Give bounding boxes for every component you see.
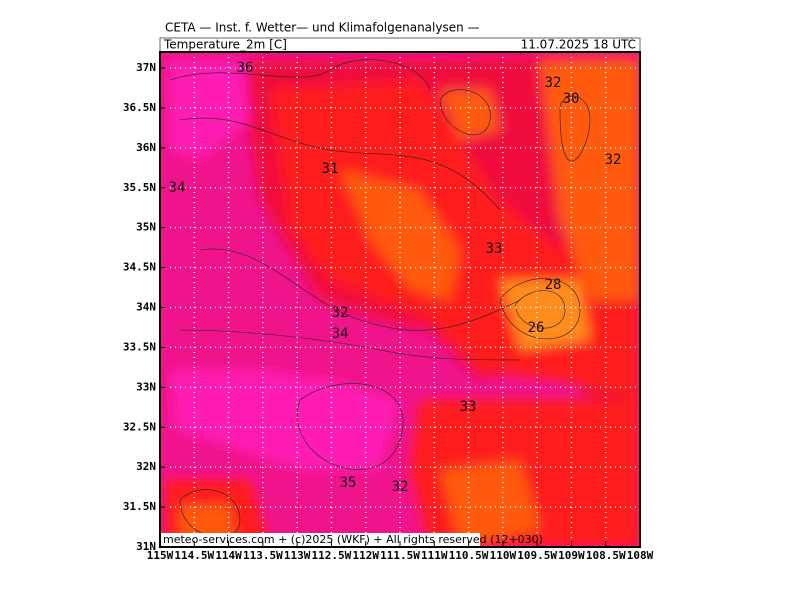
- contour-label: 34: [169, 180, 186, 196]
- contour-label: 34: [332, 326, 349, 342]
- contour-label: 32: [605, 152, 622, 168]
- contour-label: 31: [322, 161, 339, 177]
- lat-label: 35N: [136, 221, 156, 234]
- lon-label: 112.5W: [312, 549, 352, 562]
- lon-label: 115W: [147, 549, 174, 562]
- lat-label: 32.5N: [123, 420, 156, 433]
- lat-label: 31.5N: [123, 500, 156, 513]
- lat-label: 34N: [136, 301, 156, 314]
- contour-label: 32: [392, 479, 409, 495]
- contour-label: 32: [545, 75, 562, 91]
- lat-label: 37N: [136, 61, 156, 74]
- lon-label: 108W: [627, 549, 654, 562]
- lon-label: 113W: [284, 549, 311, 562]
- footer: meteo-services.com + (c)2025 (WKF) + All…: [163, 533, 543, 546]
- lat-label: 35.5N: [123, 181, 156, 194]
- lat-label: 34.5N: [123, 261, 156, 274]
- lon-label: 110.5W: [449, 549, 489, 562]
- contour-label: 36: [237, 60, 254, 76]
- contour-label: 35: [340, 475, 357, 491]
- contour-label: 33: [460, 399, 477, 415]
- lon-label: 112W: [352, 549, 379, 562]
- ticks: 31N 31.5N 32N 32.5N 33N 33.5N 34N 34.5N 35N 35.5N…: [123, 61, 654, 562]
- lon-label: 114W: [215, 549, 242, 562]
- grid: [160, 52, 640, 547]
- lat-label: 31N: [136, 540, 156, 553]
- lon-label: 114.5W: [174, 549, 214, 562]
- contour-label: 28: [545, 277, 562, 293]
- field-name: Temperature_2m [C]: [163, 38, 287, 52]
- date: 11.07.2025 18 UTC: [521, 38, 636, 52]
- lon-label: 110W: [490, 549, 517, 562]
- contour-label: 26: [528, 320, 545, 336]
- lat-label: 36N: [136, 141, 156, 154]
- lon-label: 111W: [421, 549, 448, 562]
- lat-label: 36.5N: [123, 101, 156, 114]
- lat-label: 33N: [136, 380, 156, 393]
- lon-label: 111.5W: [380, 549, 420, 562]
- lon-label: 109W: [558, 549, 585, 562]
- lat-label: 32N: [136, 460, 156, 473]
- header-title: CETA — Inst. f. Wetter— und Klimafolgena…: [165, 21, 480, 35]
- lon-label: 109.5W: [517, 549, 557, 562]
- contour-label: 32: [332, 305, 349, 321]
- lat-label: 33.5N: [123, 340, 156, 353]
- lon-label: 113.5W: [243, 549, 283, 562]
- contour-label: 33: [486, 241, 503, 257]
- lon-label: 108.5W: [586, 549, 626, 562]
- contour-label: 30: [563, 91, 580, 107]
